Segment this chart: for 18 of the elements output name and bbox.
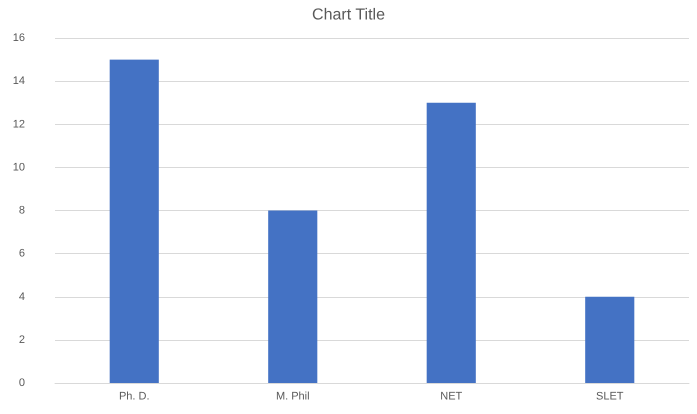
y-tick-label: 2 bbox=[18, 334, 25, 346]
x-tick-label: M. Phil bbox=[276, 390, 310, 402]
y-tick-label: 12 bbox=[12, 118, 25, 130]
chart-title: Chart Title bbox=[312, 6, 386, 24]
y-tick-label: 4 bbox=[18, 290, 25, 303]
bar bbox=[110, 60, 159, 383]
y-tick-label: 6 bbox=[18, 248, 25, 260]
bar bbox=[426, 102, 476, 383]
y-tick-label: 16 bbox=[12, 32, 25, 44]
x-tick-label: Ph. D. bbox=[118, 390, 150, 402]
x-tick-label: SLET bbox=[596, 390, 624, 402]
y-tick-label: 10 bbox=[12, 161, 25, 174]
y-tick-label: 14 bbox=[12, 75, 25, 88]
x-tick-label: NET bbox=[440, 390, 463, 402]
y-tick-label: 0 bbox=[18, 377, 25, 389]
bar bbox=[585, 296, 634, 383]
y-tick-label: 8 bbox=[18, 204, 25, 216]
bar bbox=[268, 210, 318, 383]
